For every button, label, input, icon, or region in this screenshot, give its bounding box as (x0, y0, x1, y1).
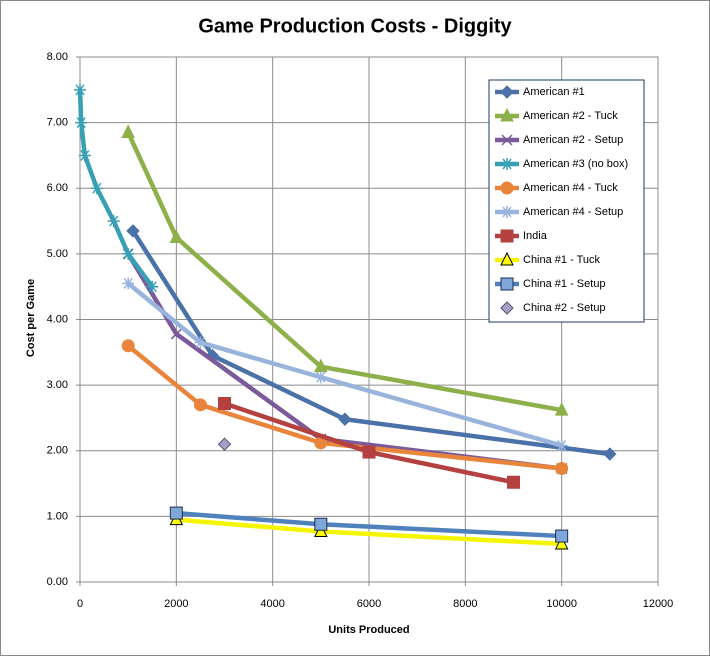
x-tick-label: 12000 (643, 598, 674, 610)
marker (500, 107, 514, 122)
marker (501, 134, 513, 146)
marker (500, 229, 514, 243)
y-axis-title: Cost per Game (25, 279, 37, 357)
marker (500, 251, 514, 266)
marker (603, 447, 617, 461)
legend-label: American #4 - Setup (523, 206, 623, 218)
marker (78, 149, 91, 162)
x-tick-label: 2000 (164, 598, 188, 610)
marker (169, 506, 183, 520)
marker (107, 215, 120, 228)
marker (507, 475, 520, 489)
legend-box (488, 79, 645, 323)
legend-label: China #1 - Tuck (523, 254, 601, 266)
x-tick-label: 10000 (546, 598, 577, 610)
y-tick-label: 5.00 (47, 248, 68, 260)
marker (217, 437, 232, 451)
y-tick-label: 7.00 (47, 117, 68, 129)
x-tick-label: 0 (77, 598, 83, 610)
x-axis-title: Units Produced (328, 624, 409, 636)
series-line (125, 281, 564, 448)
legend-label: American #3 (no box) (523, 158, 628, 170)
marker (501, 158, 513, 170)
y-tick-label: 4.00 (47, 313, 68, 325)
marker (169, 229, 184, 243)
marker (122, 277, 135, 290)
x-tick-label: 4000 (260, 598, 284, 610)
marker (126, 224, 140, 238)
marker (500, 277, 514, 291)
marker (314, 371, 327, 384)
y-tick-label: 0.00 (47, 576, 68, 588)
legend-label: China #1 - Setup (523, 278, 606, 290)
series-line (125, 343, 564, 471)
legend-label: American #2 - Setup (523, 134, 623, 146)
marker (194, 336, 207, 349)
y-tick-label: 8.00 (47, 51, 68, 63)
series-line (130, 228, 613, 457)
legend-label: China #2 - Setup (523, 302, 606, 314)
legend-label: India (523, 230, 548, 242)
series-line (125, 130, 564, 413)
y-tick-label: 1.00 (47, 510, 68, 522)
marker (170, 328, 182, 340)
y-tick-label: 3.00 (47, 379, 68, 391)
marker (121, 339, 135, 353)
marker (218, 397, 231, 410)
marker (501, 206, 513, 218)
marker (500, 181, 514, 195)
marker (500, 85, 514, 99)
marker (121, 124, 135, 138)
legend-label: American #2 - Tuck (523, 110, 618, 122)
marker (555, 461, 569, 475)
marker (554, 401, 569, 416)
marker (75, 116, 88, 129)
y-tick-label: 6.00 (47, 182, 68, 194)
marker (314, 517, 328, 531)
marker (500, 301, 514, 315)
marker (555, 439, 568, 452)
marker (555, 529, 569, 543)
marker (193, 398, 207, 412)
marker (362, 445, 376, 459)
marker (122, 247, 135, 260)
legend-label: American #4 - Tuck (523, 182, 618, 194)
marker (90, 182, 103, 195)
x-tick-label: 6000 (357, 598, 381, 610)
legend-label: American #1 (523, 86, 585, 98)
y-tick-label: 2.00 (47, 445, 68, 457)
x-tick-label: 8000 (453, 598, 477, 610)
marker (74, 83, 86, 96)
marker (338, 412, 352, 426)
chart-title: Game Production Costs - Diggity (198, 15, 512, 37)
marker (554, 535, 569, 550)
marker (146, 280, 159, 293)
